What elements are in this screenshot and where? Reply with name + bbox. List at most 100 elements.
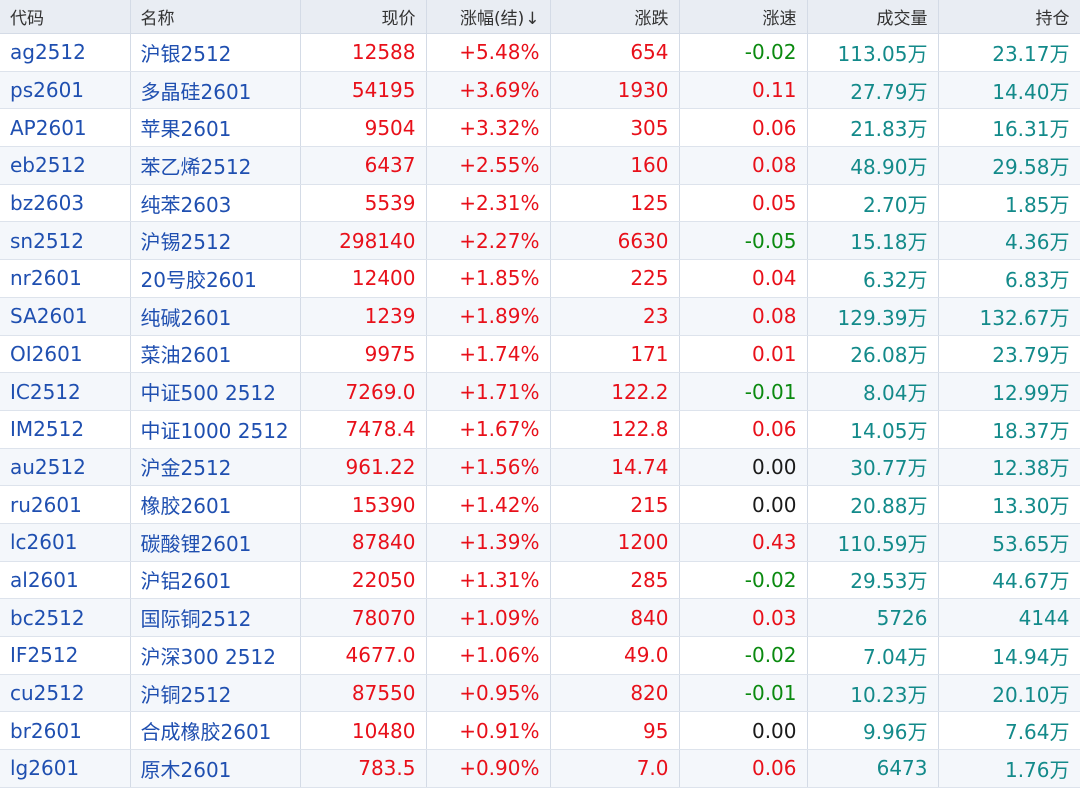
cell-open-interest: 44.67万 [938,561,1080,600]
cell-code: SA2601 [0,297,131,336]
cell-price: 87550 [300,674,427,713]
cell-price: 7478.4 [300,410,427,449]
cell-name: 中证500 2512 [130,372,301,411]
cell-price: 87840 [300,523,427,562]
cell-speed: 0.43 [679,523,808,562]
cell-name: 苯乙烯2512 [130,146,301,185]
cell-volume: 20.88万 [807,485,939,524]
table-row[interactable]: br2601 合成橡胶2601 10480 +0.91% 95 0.00 9.96万 7.64… [0,711,1080,751]
table-row[interactable]: lc2601 碳酸锂2601 87840 +1.39% 1200 0.43 110.59万 5… [0,523,1080,562]
table-row[interactable]: bc2512 国际铜2512 78070 +1.09% 840 0.03 5726 4144 [0,598,1080,637]
cell-change: 285 [550,561,680,600]
cell-price: 783.5 [300,749,427,788]
cell-code: OI2601 [0,335,131,374]
cell-change: 225 [550,259,680,298]
column-header-price[interactable]: 现价 [300,0,427,34]
cell-change: 49.0 [550,636,680,675]
cell-open-interest: 1.76万 [938,749,1080,788]
cell-name: 苹果2601 [130,108,301,148]
table-row[interactable]: ru2601 橡胶2601 15390 +1.42% 215 0.00 20.88万 13.3… [0,485,1080,524]
cell-speed: 0.04 [679,259,808,298]
column-header-change[interactable]: 涨跌 [550,0,680,34]
cell-code: al2601 [0,561,131,600]
cell-code: au2512 [0,448,131,487]
cell-volume: 129.39万 [807,297,939,336]
table-header-row: 代码 名称 现价 涨幅(结)↓ 涨跌 涨速 成交量 持仓 [0,0,1080,34]
table-row[interactable]: ps2601 多晶硅2601 54195 +3.69% 1930 0.11 27.79万 14… [0,71,1080,110]
cell-volume: 27.79万 [807,71,939,110]
cell-name: 中证1000 2512 [130,410,301,449]
cell-name: 沪铜2512 [130,674,301,713]
cell-volume: 5726 [807,598,939,637]
cell-name: 沪银2512 [130,33,301,72]
table-row[interactable]: SA2601 纯碱2601 1239 +1.89% 23 0.08 129.39万 132.6… [0,297,1080,336]
cell-price: 961.22 [300,448,427,487]
cell-volume: 26.08万 [807,335,939,374]
table-row[interactable]: OI2601 菜油2601 9975 +1.74% 171 0.01 26.08万 23.79… [0,335,1080,374]
column-header-open-interest[interactable]: 持仓 [938,0,1080,34]
cell-code: bz2603 [0,184,131,223]
cell-volume: 6.32万 [807,259,939,298]
table-row[interactable]: nr2601 20号胶2601 12400 +1.85% 225 0.04 6.32万 6.8… [0,259,1080,298]
cell-open-interest: 20.10万 [938,674,1080,713]
table-row[interactable]: bz2603 纯苯2603 5539 +2.31% 125 0.05 2.70万 1.85万 [0,184,1080,223]
table-row[interactable]: sn2512 沪锡2512 298140 +2.27% 6630 -0.05 15.18万 4… [0,221,1080,261]
column-header-volume[interactable]: 成交量 [807,0,939,34]
column-header-code[interactable]: 代码 [0,0,131,34]
table-body: ag2512 沪银2512 12588 +5.48% 654 -0.02 113.05万 23… [0,33,1080,788]
column-header-change-pct[interactable]: 涨幅(结)↓ [426,0,551,34]
column-header-speed[interactable]: 涨速 [679,0,808,34]
table-row[interactable]: IF2512 沪深300 2512 4677.0 +1.06% 49.0 -0.02 7.0… [0,636,1080,675]
cell-change: 654 [550,33,680,72]
cell-code: AP2601 [0,108,131,148]
table-row[interactable]: au2512 沪金2512 961.22 +1.56% 14.74 0.00 30.77万 1… [0,448,1080,487]
cell-speed: -0.02 [679,33,808,72]
cell-name: 20号胶2601 [130,259,301,298]
table-row[interactable]: IC2512 中证500 2512 7269.0 +1.71% 122.2 -0.01 8.… [0,372,1080,411]
cell-open-interest: 29.58万 [938,146,1080,185]
cell-change: 95 [550,711,680,751]
cell-change-pct: +1.31% [426,561,551,600]
cell-change-pct: +1.67% [426,410,551,449]
cell-change: 14.74 [550,448,680,487]
cell-price: 9504 [300,108,427,148]
cell-name: 纯苯2603 [130,184,301,223]
cell-change: 305 [550,108,680,148]
cell-open-interest: 23.79万 [938,335,1080,374]
cell-change-pct: +1.71% [426,372,551,411]
cell-code: ag2512 [0,33,131,72]
cell-open-interest: 14.40万 [938,71,1080,110]
table-row[interactable]: AP2601 苹果2601 9504 +3.32% 305 0.06 21.83万 16.31… [0,108,1080,148]
cell-code: ru2601 [0,485,131,524]
cell-speed: 0.11 [679,71,808,110]
cell-volume: 21.83万 [807,108,939,148]
table-row[interactable]: eb2512 苯乙烯2512 6437 +2.55% 160 0.08 48.90万 29.5… [0,146,1080,185]
cell-code: eb2512 [0,146,131,185]
cell-speed: 0.06 [679,410,808,449]
table-row[interactable]: ag2512 沪银2512 12588 +5.48% 654 -0.02 113.05万 23… [0,33,1080,72]
cell-volume: 7.04万 [807,636,939,675]
cell-volume: 8.04万 [807,372,939,411]
cell-open-interest: 18.37万 [938,410,1080,449]
cell-price: 6437 [300,146,427,185]
column-header-change-pct-label: 涨幅(结) [459,9,525,29]
cell-name: 国际铜2512 [130,598,301,637]
table-row[interactable]: IM2512 中证1000 2512 7478.4 +1.67% 122.8 0.06 14… [0,410,1080,449]
cell-volume: 6473 [807,749,939,788]
column-header-name[interactable]: 名称 [130,0,301,34]
cell-change: 122.8 [550,410,680,449]
cell-change-pct: +5.48% [426,33,551,72]
cell-code: IC2512 [0,372,131,411]
cell-volume: 29.53万 [807,561,939,600]
cell-open-interest: 23.17万 [938,33,1080,72]
cell-price: 22050 [300,561,427,600]
table-row[interactable]: lg2601 原木2601 783.5 +0.90% 7.0 0.06 6473 1.76万 [0,749,1080,788]
cell-code: br2601 [0,711,131,751]
cell-open-interest: 13.30万 [938,485,1080,524]
cell-name: 沪锡2512 [130,221,301,261]
cell-code: cu2512 [0,674,131,713]
cell-change-pct: +1.74% [426,335,551,374]
table-row[interactable]: al2601 沪铝2601 22050 +1.31% 285 -0.02 29.53万 44.… [0,561,1080,600]
cell-change: 125 [550,184,680,223]
table-row[interactable]: cu2512 沪铜2512 87550 +0.95% 820 -0.01 10.23万 20.… [0,674,1080,713]
